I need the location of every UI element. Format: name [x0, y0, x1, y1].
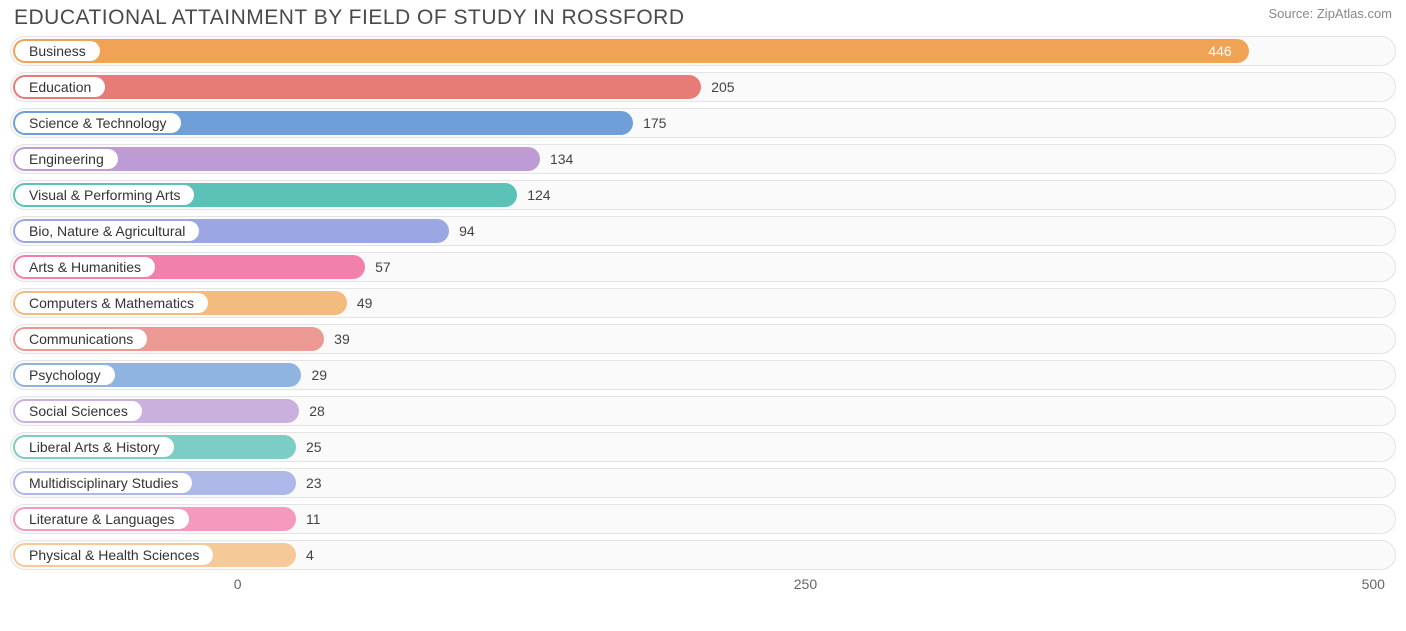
value-label: 49 — [357, 289, 373, 317]
chart-source: Source: ZipAtlas.com — [1268, 6, 1392, 21]
value-label: 205 — [711, 73, 734, 101]
axis-tick: 500 — [1362, 576, 1385, 592]
bar-track: Psychology 29 — [10, 360, 1396, 390]
category-pill: Communications — [15, 329, 147, 349]
category-pill: Business — [15, 41, 100, 61]
bar-track: Engineering 134 — [10, 144, 1396, 174]
category-pill: Education — [15, 77, 105, 97]
bar-track: Social Sciences 28 — [10, 396, 1396, 426]
value-label: 134 — [550, 145, 573, 173]
value-label: 57 — [375, 253, 391, 281]
bar-track: Business 446 — [10, 36, 1396, 66]
chart-title: EDUCATIONAL ATTAINMENT BY FIELD OF STUDY… — [14, 6, 684, 30]
bar-track: Liberal Arts & History 25 — [10, 432, 1396, 462]
value-label: 4 — [306, 541, 314, 569]
chart-header: EDUCATIONAL ATTAINMENT BY FIELD OF STUDY… — [0, 0, 1406, 32]
value-label: 28 — [309, 397, 325, 425]
bar-track: Bio, Nature & Agricultural 94 — [10, 216, 1396, 246]
value-label: 25 — [306, 433, 322, 461]
bar — [13, 39, 1249, 63]
axis-tick: 250 — [794, 576, 817, 592]
value-label: 94 — [459, 217, 475, 245]
bar-track: Physical & Health Sciences 4 — [10, 540, 1396, 570]
category-pill: Social Sciences — [15, 401, 142, 421]
category-pill: Arts & Humanities — [15, 257, 155, 277]
value-label: 29 — [311, 361, 327, 389]
bar — [13, 75, 701, 99]
value-label: 446 — [1208, 37, 1231, 65]
bar-track: Arts & Humanities 57 — [10, 252, 1396, 282]
value-label: 23 — [306, 469, 322, 497]
bar-track: Multidisciplinary Studies 23 — [10, 468, 1396, 498]
value-label: 39 — [334, 325, 350, 353]
category-pill: Multidisciplinary Studies — [15, 473, 192, 493]
category-pill: Bio, Nature & Agricultural — [15, 221, 199, 241]
bar-track: Visual & Performing Arts 124 — [10, 180, 1396, 210]
category-pill: Computers & Mathematics — [15, 293, 208, 313]
bar-track: Communications 39 — [10, 324, 1396, 354]
x-axis: 0 250 500 — [10, 576, 1396, 600]
value-label: 11 — [306, 505, 321, 533]
category-pill: Physical & Health Sciences — [15, 545, 213, 565]
category-pill: Psychology — [15, 365, 115, 385]
category-pill: Engineering — [15, 149, 118, 169]
value-label: 175 — [643, 109, 666, 137]
bar-track: Computers & Mathematics 49 — [10, 288, 1396, 318]
chart-plot-area: Business 446 Education 205 Science & Technol… — [0, 32, 1406, 570]
category-pill: Science & Technology — [15, 113, 181, 133]
category-pill: Liberal Arts & History — [15, 437, 174, 457]
category-pill: Literature & Languages — [15, 509, 189, 529]
bar-track: Education 205 — [10, 72, 1396, 102]
category-pill: Visual & Performing Arts — [15, 185, 194, 205]
bar-track: Science & Technology 175 — [10, 108, 1396, 138]
axis-tick: 0 — [234, 576, 242, 592]
bar-track: Literature & Languages 11 — [10, 504, 1396, 534]
value-label: 124 — [527, 181, 550, 209]
